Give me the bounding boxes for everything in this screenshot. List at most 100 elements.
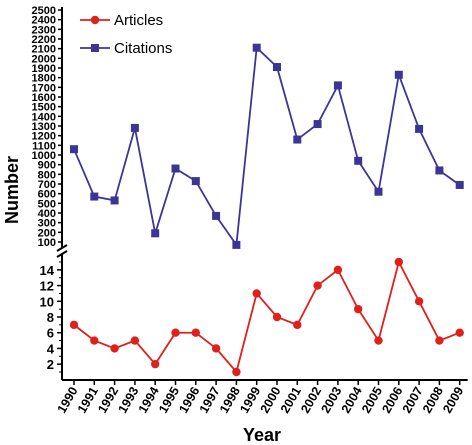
data-point <box>191 177 200 186</box>
y-tick-label: 2400 <box>32 15 56 27</box>
x-axis-title: Year <box>243 425 281 445</box>
legend-item-citations: Citations <box>80 40 172 57</box>
legend-marker <box>91 44 99 52</box>
data-point <box>455 328 464 337</box>
data-point <box>333 81 342 90</box>
y-tick-label: 1900 <box>32 63 56 75</box>
y-tick-label: 200 <box>38 227 56 239</box>
x-tick-label: 1997 <box>197 384 223 415</box>
y-tick-label: 900 <box>38 160 56 172</box>
data-point <box>69 320 79 330</box>
y-tick-label: 2 <box>47 357 54 372</box>
data-point <box>212 211 221 220</box>
legend-label: Citations <box>114 40 172 57</box>
y-tick-label: 2100 <box>32 44 56 56</box>
data-point <box>171 164 180 173</box>
y-tick-label: 100 <box>38 237 56 249</box>
y-tick-label: 10 <box>40 294 54 309</box>
data-point <box>272 312 282 322</box>
y-tick-label: 1700 <box>32 82 56 94</box>
data-point <box>151 359 160 369</box>
data-point <box>232 367 241 377</box>
y-tick-label: 14 <box>40 263 55 278</box>
y-tick-label: 1300 <box>32 121 56 133</box>
x-tick-label: 1996 <box>176 384 202 415</box>
y-tick-label: 2500 <box>32 5 56 17</box>
data-point <box>354 156 363 165</box>
data-point <box>333 265 343 275</box>
data-point <box>171 328 180 337</box>
x-tick-label: 2006 <box>379 384 405 415</box>
axis-break-mark <box>56 244 68 252</box>
data-point <box>313 281 322 290</box>
data-point <box>110 344 119 353</box>
y-tick-label: 800 <box>38 169 56 181</box>
y-tick-label: 12 <box>40 279 54 294</box>
data-point <box>130 123 139 132</box>
data-point <box>354 304 363 314</box>
x-tick-label: 2007 <box>400 384 426 415</box>
series-citations <box>70 43 464 249</box>
data-point <box>90 336 99 345</box>
data-point <box>313 120 322 129</box>
x-tick-label: 1998 <box>217 384 243 415</box>
x-tick-label: 1994 <box>136 384 162 415</box>
x-tick-label: 1991 <box>75 384 101 415</box>
data-point <box>374 336 383 345</box>
data-point <box>415 124 424 133</box>
legend: Articles Citations <box>80 12 172 57</box>
tick-labels: 1002003004005006007008009001000110012001… <box>32 5 467 416</box>
legend-item-articles: Articles <box>80 12 163 29</box>
x-tick-label: 1990 <box>55 384 81 415</box>
x-tick-label: 2008 <box>420 384 446 415</box>
x-tick-label: 2009 <box>440 384 466 415</box>
data-point <box>232 240 241 249</box>
data-point <box>273 63 281 72</box>
y-tick-label: 1500 <box>32 102 56 114</box>
y-tick-label: 700 <box>38 179 56 191</box>
series <box>69 43 464 377</box>
data-point <box>414 297 424 306</box>
x-tick-label: 2005 <box>359 384 385 415</box>
data-point <box>252 43 261 52</box>
x-tick-label: 2003 <box>318 384 344 415</box>
axis-break-mark <box>56 250 68 258</box>
data-point <box>211 344 221 353</box>
data-point <box>455 180 464 189</box>
series-line <box>73 45 461 248</box>
data-point <box>293 135 302 144</box>
y-axis-title: Number <box>2 156 22 224</box>
y-tick-label: 1100 <box>32 140 56 152</box>
y-tick-label: 500 <box>38 198 56 210</box>
y-tick-label: 4 <box>47 341 55 356</box>
y-tick-label: 1800 <box>32 73 56 85</box>
y-tick-label: 1400 <box>32 111 56 123</box>
x-tick-label: 2001 <box>278 384 304 415</box>
y-tick-label: 600 <box>38 189 56 201</box>
data-point <box>435 166 444 175</box>
y-tick-label: 8 <box>47 310 54 325</box>
data-point <box>394 257 403 267</box>
x-tick-label: 1993 <box>115 384 141 415</box>
data-point <box>293 320 302 330</box>
x-tick-label: 1992 <box>95 384 121 415</box>
data-point <box>130 336 140 345</box>
data-point <box>191 328 200 337</box>
legend-label: Articles <box>114 12 163 29</box>
x-tick-label: 1999 <box>237 384 263 415</box>
y-tick-label: 2300 <box>32 24 56 36</box>
data-point <box>252 289 261 298</box>
data-point <box>90 192 99 201</box>
y-tick-label: 1200 <box>32 131 56 143</box>
y-tick-label: 1000 <box>32 150 56 162</box>
x-tick-label: 2002 <box>298 384 324 415</box>
x-tick-label: 1995 <box>156 384 182 415</box>
data-point <box>70 145 78 154</box>
axes <box>56 7 468 385</box>
data-point <box>374 187 383 196</box>
data-point <box>435 336 444 345</box>
y-tick-label: 300 <box>38 218 56 230</box>
y-tick-label: 400 <box>38 208 56 220</box>
x-tick-label: 2000 <box>258 384 284 415</box>
